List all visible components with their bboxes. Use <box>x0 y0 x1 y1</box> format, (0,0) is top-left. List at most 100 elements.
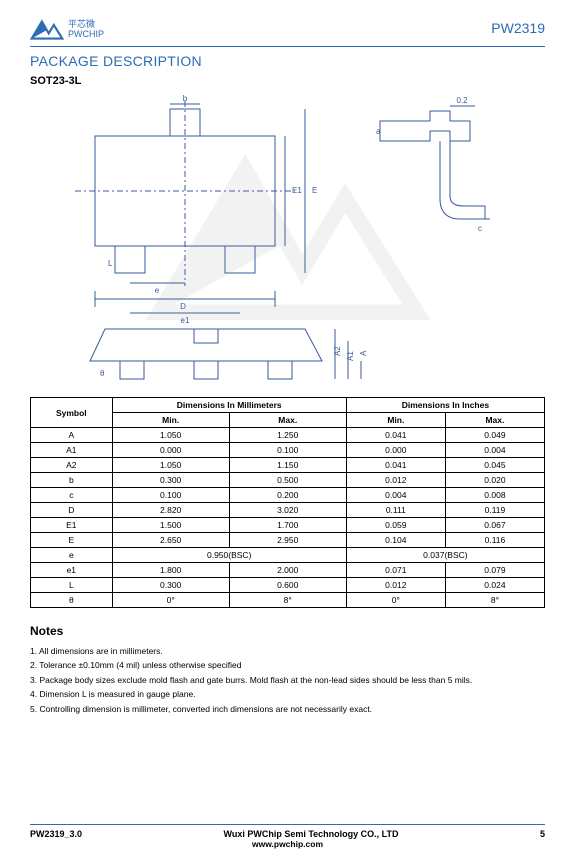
table-cell: 8° <box>445 593 544 608</box>
table-cell: 2.820 <box>112 503 229 518</box>
table-cell: 0.045 <box>445 458 544 473</box>
logo-block: 平芯微 PWCHIP <box>30 18 104 42</box>
table-cell: 1.150 <box>229 458 346 473</box>
footer-company: Wuxi PWChip Semi Technology CO., LTD <box>224 829 399 839</box>
package-name: SOT23-3L <box>30 75 545 87</box>
table-cell: 1.050 <box>112 428 229 443</box>
table-row: e0.950(BSC)0.037(BSC) <box>31 548 545 563</box>
table-cell: 0.000 <box>112 443 229 458</box>
svg-text:c: c <box>478 224 482 233</box>
table-row: L0.3000.6000.0120.024 <box>31 578 545 593</box>
table-cell: 0.111 <box>346 503 445 518</box>
footer-rule <box>30 824 545 825</box>
table-row: D2.8203.0200.1110.119 <box>31 503 545 518</box>
th-in-max: Max. <box>445 413 544 428</box>
diagram-svg: D e e1 b E1 E L <box>30 91 545 391</box>
svg-text:θ: θ <box>100 369 105 378</box>
svg-text:e1: e1 <box>181 316 190 325</box>
table-row: e11.8002.0000.0710.079 <box>31 563 545 578</box>
table-cell: 0.100 <box>229 443 346 458</box>
table-cell: 1.800 <box>112 563 229 578</box>
table-cell: θ <box>31 593 113 608</box>
note-item: 5. Controlling dimension is millimeter, … <box>30 702 545 716</box>
table-cell: 0.079 <box>445 563 544 578</box>
table-row: E11.5001.7000.0590.067 <box>31 518 545 533</box>
table-cell: 2.650 <box>112 533 229 548</box>
logo-text: 平芯微 PWCHIP <box>68 20 104 40</box>
table-cell: 0.100 <box>112 488 229 503</box>
note-item: 3. Package body sizes exclude mold flash… <box>30 673 545 687</box>
doc-rev: PW2319_3.0 <box>30 829 82 839</box>
table-cell: c <box>31 488 113 503</box>
table-cell: 0° <box>112 593 229 608</box>
section-title: PACKAGE DESCRIPTION <box>30 53 545 69</box>
table-cell: 1.050 <box>112 458 229 473</box>
note-item: 4. Dimension L is measured in gauge plan… <box>30 687 545 701</box>
notes-list: 1. All dimensions are in millimeters.2. … <box>30 644 545 716</box>
table-cell: e1 <box>31 563 113 578</box>
table-cell: 0.041 <box>346 428 445 443</box>
table-cell: 3.020 <box>229 503 346 518</box>
table-row: θ0°8°0°8° <box>31 593 545 608</box>
svg-text:L: L <box>108 259 113 268</box>
table-row: A21.0501.1500.0410.045 <box>31 458 545 473</box>
svg-text:a: a <box>376 127 381 136</box>
table-cell: 8° <box>229 593 346 608</box>
table-cell: 0.049 <box>445 428 544 443</box>
notes-title: Notes <box>30 624 545 638</box>
logo-icon <box>30 18 64 42</box>
table-cell: 0.071 <box>346 563 445 578</box>
table-cell: 0.300 <box>112 578 229 593</box>
svg-text:e: e <box>155 286 160 295</box>
part-number: PW2319 <box>491 20 545 36</box>
table-cell: 0.116 <box>445 533 544 548</box>
page-number: 5 <box>540 829 545 839</box>
table-cell: 0.004 <box>346 488 445 503</box>
header-rule <box>30 46 545 47</box>
page-header: 平芯微 PWCHIP PW2319 <box>30 18 545 42</box>
table-cell: e <box>31 548 113 563</box>
table-cell: 1.500 <box>112 518 229 533</box>
table-cell: b <box>31 473 113 488</box>
table-row: A1.0501.2500.0410.049 <box>31 428 545 443</box>
table-cell: 1.250 <box>229 428 346 443</box>
th-mm-max: Max. <box>229 413 346 428</box>
svg-text:0.2: 0.2 <box>456 96 468 105</box>
svg-text:b: b <box>183 94 188 103</box>
th-in-min: Min. <box>346 413 445 428</box>
note-item: 1. All dimensions are in millimeters. <box>30 644 545 658</box>
table-row: A10.0000.1000.0000.004 <box>31 443 545 458</box>
table-cell: 0.024 <box>445 578 544 593</box>
dimensions-table: Symbol Dimensions In Millimeters Dimensi… <box>30 397 545 608</box>
table-cell: 0.037(BSC) <box>346 548 544 563</box>
footer-url: www.pwchip.com <box>30 839 545 849</box>
table-cell: E <box>31 533 113 548</box>
svg-text:E1: E1 <box>292 186 302 195</box>
table-cell: 0.119 <box>445 503 544 518</box>
svg-text:A1: A1 <box>346 351 355 361</box>
note-item: 2. Tolerance ±0.10mm (4 mil) unless othe… <box>30 658 545 672</box>
table-cell: 0.104 <box>346 533 445 548</box>
table-cell: A1 <box>31 443 113 458</box>
table-cell: 0.012 <box>346 473 445 488</box>
svg-text:E: E <box>312 186 317 195</box>
table-cell: 0.600 <box>229 578 346 593</box>
table-cell: 0.200 <box>229 488 346 503</box>
th-symbol: Symbol <box>31 398 113 428</box>
table-cell: 0.004 <box>445 443 544 458</box>
table-cell: 0.020 <box>445 473 544 488</box>
table-row: b0.3000.5000.0120.020 <box>31 473 545 488</box>
brand-en: PWCHIP <box>68 30 104 40</box>
svg-text:A: A <box>359 350 368 356</box>
th-mm: Dimensions In Millimeters <box>112 398 346 413</box>
table-cell: 0.012 <box>346 578 445 593</box>
svg-text:D: D <box>180 302 186 311</box>
table-row: E2.6502.9500.1040.116 <box>31 533 545 548</box>
table-cell: L <box>31 578 113 593</box>
page-footer: PW2319_3.0 Wuxi PWChip Semi Technology C… <box>0 824 575 849</box>
th-in: Dimensions In Inches <box>346 398 544 413</box>
table-cell: 2.950 <box>229 533 346 548</box>
table-cell: 2.000 <box>229 563 346 578</box>
table-row: c0.1000.2000.0040.008 <box>31 488 545 503</box>
table-cell: 1.700 <box>229 518 346 533</box>
